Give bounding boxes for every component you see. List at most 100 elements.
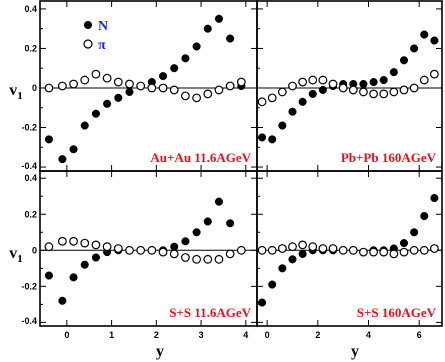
nucleon-point [268,281,276,289]
nucleon-point [126,88,134,96]
nucleon-point [92,254,100,262]
nucleon-point [431,194,439,202]
pion-point [390,250,398,258]
y-axis-label-bottom: v1 [9,245,23,265]
x-tick-label: 4 [243,330,248,340]
nucleon-point [279,122,287,130]
x-tick-label: 1 [109,330,114,340]
nucleon-point [204,25,212,33]
pion-point [70,237,78,245]
pion-point [400,248,408,256]
panel-title: S+S 160AGeV [357,305,437,320]
x-tick-label: 0 [64,330,69,340]
pion-point [193,94,201,102]
pion-point [410,247,418,255]
nucleon-point [182,55,190,63]
pion-point [204,256,212,264]
y-tick-label: 0.2 [24,43,37,53]
nucleon-point [360,80,368,88]
pion-point [182,92,190,100]
nucleon-point [159,72,167,80]
nucleon-point [45,136,53,144]
nucleon-point [289,256,297,264]
pion-point [258,247,266,255]
pion-point [350,247,358,255]
pion-point [204,90,212,98]
pion-point [226,250,234,258]
x-axis-label-left: y [156,343,164,360]
pion-point [279,88,287,96]
pion-point [360,88,368,96]
pion-point [339,84,347,92]
nucleon-point [226,219,234,227]
x-tick-label: 4 [366,330,371,340]
nucleon-point [420,31,428,39]
pion-point [431,245,439,253]
pion-point [45,243,53,251]
nucleon-point [45,272,53,280]
nucleon-point [215,15,223,23]
pion-point [137,82,145,90]
pion-point [268,94,276,102]
y-tick-label: 0 [32,83,37,93]
pion-point [103,74,111,82]
pion-point [238,247,246,255]
pion-point [380,248,388,256]
x-tick-label: 6 [417,330,422,340]
pion-point [390,88,398,96]
nucleon-point [193,228,201,236]
nucleon-point [319,86,327,94]
nucleon-point [103,100,111,108]
y-tick-label: 0 [32,245,37,255]
pion-point [299,78,307,86]
nucleon-point [279,265,287,273]
nucleon-point [268,136,276,144]
legend-pion-label: π [98,38,106,53]
pion-point [159,248,167,256]
nucleon-point [170,243,178,251]
pion-point [45,84,53,92]
y-axis-label-top: v1 [9,82,23,102]
x-tick-label: 2 [154,330,159,340]
legend-nucleon-marker [84,21,92,29]
legend: N π [84,19,108,53]
y-tick-label: 0.4 [24,173,37,183]
pion-point [319,76,327,84]
nucleon-point [431,37,439,45]
pion-point [329,80,337,88]
pion-point [289,82,297,90]
nucleon-point [81,261,89,269]
nucleon-point [410,45,418,53]
pion-point [114,78,122,86]
panel-1: -0.4 -0.2 0 0.2 0.4 Au+Au 11.6AGeV [21,1,257,171]
y-tick-label: -0.2 [21,123,37,133]
pion-point [279,245,287,253]
nucleon-point [400,239,408,247]
nucleon-point [170,64,178,72]
nucleon-point [226,35,234,43]
nucleon-point [59,297,67,305]
y-tick-label: -0.4 [21,316,37,326]
pion-point [258,98,266,106]
nucleon-point [420,212,428,220]
pion-point [420,76,428,84]
panel-2: Pb+Pb 160AGeV [257,1,442,171]
pion-point [170,250,178,258]
nucleon-point [204,218,212,226]
nucleon-point [193,43,201,51]
nucleon-point [380,76,388,84]
nucleon-point [370,78,378,86]
pion-point [268,247,276,255]
nucleon-point [70,274,78,282]
nucleon-point [70,145,78,153]
pion-point [182,254,190,262]
pion-point [238,78,246,86]
nucleon-point [400,57,408,65]
pion-point [339,247,347,255]
pion-point [193,256,201,264]
nucleon-point [299,98,307,106]
x-tick-label: 3 [199,330,204,340]
pion-point [103,243,111,251]
pion-point [309,243,317,251]
legend-nucleon-label: N [98,19,108,34]
